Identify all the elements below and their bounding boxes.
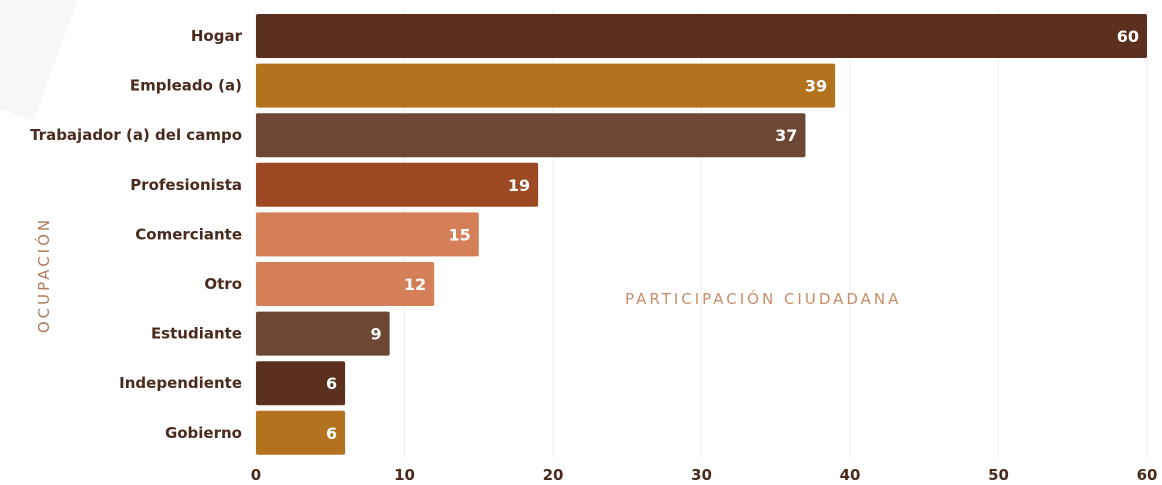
value-label: 39 — [805, 77, 827, 96]
category-label: Independiente — [119, 374, 242, 392]
x-tick-label: 50 — [988, 466, 1009, 484]
x-tick-label: 20 — [543, 466, 564, 484]
label-layer: Hogar 60 Empleado (a) 39 Trabajador (a) del … — [30, 27, 1139, 443]
x-tick-label: 10 — [394, 466, 415, 484]
value-label: 37 — [775, 126, 797, 145]
category-label: Empleado (a) — [130, 77, 242, 95]
bar-comerciante — [256, 212, 479, 257]
bar-hogar — [256, 14, 1147, 58]
category-label: Gobierno — [165, 424, 242, 442]
bar-empleado-a- — [256, 63, 836, 108]
x-tick-label: 30 — [691, 466, 712, 484]
category-label: Profesionista — [130, 176, 242, 194]
x-tick-label: 40 — [840, 466, 861, 484]
bar-profesionista — [256, 162, 539, 207]
value-label: 60 — [1117, 27, 1139, 46]
category-label: Hogar — [191, 27, 243, 45]
value-label: 9 — [371, 325, 382, 344]
value-label: 6 — [326, 374, 337, 393]
value-label: 15 — [448, 225, 470, 244]
category-label: Comerciante — [135, 225, 242, 243]
tick-layer: 0 10 20 30 40 50 60 — [251, 466, 1158, 484]
bar-layer — [256, 14, 1147, 455]
value-label: 12 — [404, 275, 426, 294]
category-label: Trabajador (a) del campo — [30, 126, 242, 144]
category-label: Otro — [204, 275, 242, 293]
bar-estudiante — [256, 311, 390, 356]
chart-annotation: PARTICIPACIÓN CIUDADANA — [625, 290, 902, 308]
value-label: 6 — [326, 424, 337, 443]
bar-trabajador-a-del-campo — [256, 113, 806, 158]
value-label: 19 — [508, 176, 530, 195]
bar-independiente — [256, 361, 346, 406]
x-tick-label: 0 — [251, 466, 261, 484]
x-tick-label: 60 — [1137, 466, 1158, 484]
bar-gobierno — [256, 410, 346, 455]
category-label: Estudiante — [151, 325, 242, 343]
y-axis-title: OCUPACIÓN — [35, 216, 53, 334]
bar-otro — [256, 262, 435, 306]
